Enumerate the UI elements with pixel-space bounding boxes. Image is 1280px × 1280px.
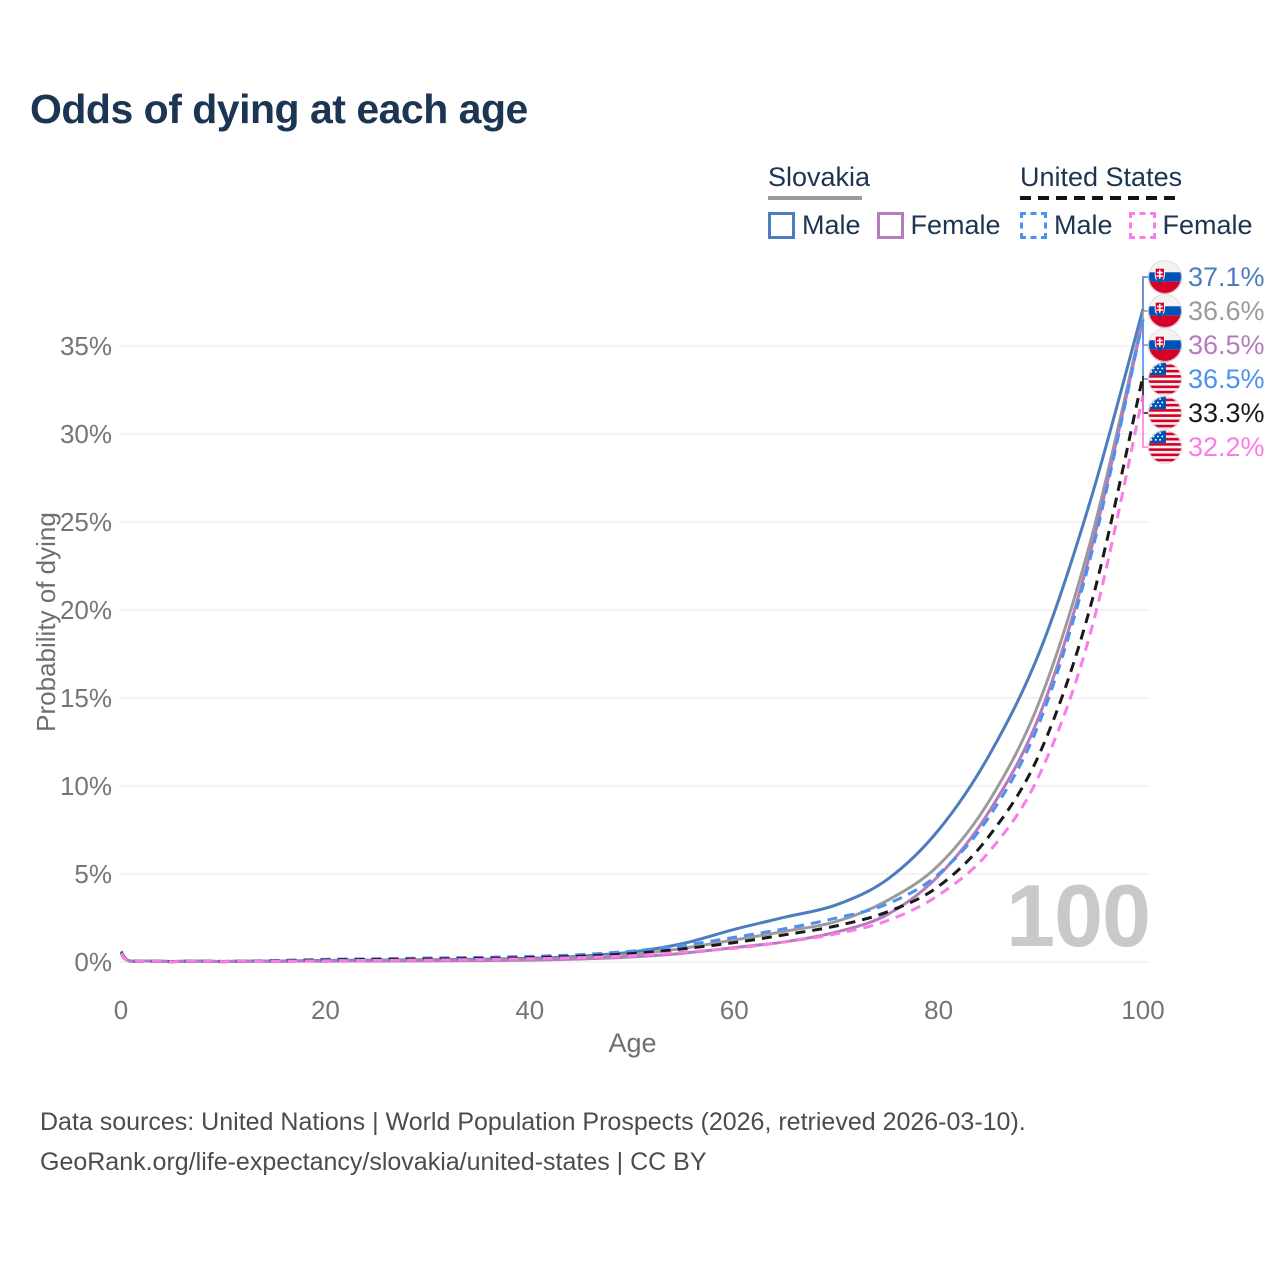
x-tick-label: 100 <box>1121 995 1164 1025</box>
legend-group-slovakia: Slovakia Male Female <box>768 162 1017 241</box>
y-axis-title: Probability of dying <box>31 512 61 732</box>
legend-item-label: Female <box>910 210 1001 240</box>
end-label-slovakia-male: 37.1% <box>1148 260 1265 294</box>
y-tick-label: 0% <box>74 947 112 977</box>
end-value-label: 33.3% <box>1188 397 1265 428</box>
legend-item-slovakia-male[interactable]: Male <box>768 210 861 241</box>
end-value-label: 32.2% <box>1188 431 1265 462</box>
hovered-age-watermark: 100 <box>1006 866 1151 965</box>
series-lines <box>119 308 1145 964</box>
x-tick-label: 0 <box>114 995 128 1025</box>
footer-attribution: GeoRank.org/life-expectancy/slovakia/uni… <box>40 1148 707 1176</box>
page-title: Odds of dying at each age <box>30 86 528 132</box>
slovakia-flag-icon <box>1148 260 1182 294</box>
end-label-connectors <box>1142 276 1148 448</box>
legend-item-us-male[interactable]: Male <box>1020 210 1113 241</box>
end-label-united-states-female: 32.2% <box>1148 430 1265 464</box>
legend-slovakia-underline <box>768 196 862 200</box>
legend-item-label: Male <box>802 210 861 240</box>
y-tick-label: 5% <box>74 859 112 889</box>
y-tick-label: 20% <box>60 595 112 625</box>
x-tick-label: 40 <box>515 995 544 1025</box>
y-tick-label: 10% <box>60 771 112 801</box>
end-value-label: 37.1% <box>1188 261 1265 292</box>
x-axis-tick-labels: 0 20 40 60 80 100 <box>114 995 1165 1025</box>
slovakia-female-swatch-icon <box>876 212 904 239</box>
plot-area[interactable] <box>119 290 1149 964</box>
end-label-slovakia-overall: 36.6% <box>1148 294 1265 328</box>
slovakia-flag-icon <box>1148 294 1182 328</box>
connector-slovakia-male <box>1142 276 1148 309</box>
legend-item-slovakia-female[interactable]: Female <box>876 210 1001 241</box>
end-label-slovakia-female: 36.5% <box>1148 328 1265 362</box>
x-tick-label: 20 <box>311 995 340 1025</box>
series-line-united-states-male <box>119 319 1145 964</box>
legend-item-label: Male <box>1054 210 1113 240</box>
us-flag-icon <box>1148 430 1182 464</box>
us-flag-icon <box>1148 396 1182 430</box>
series-line-united-states-female <box>119 394 1145 964</box>
y-tick-label: 30% <box>60 419 112 449</box>
series-line-united-states-overall <box>119 375 1145 964</box>
end-value-label: 36.6% <box>1188 295 1265 326</box>
line-chart[interactable]: 0% 5% 10% 15% 20% 25% 30% 35% 0 20 40 60 80 100 <box>0 0 1280 1080</box>
end-value-label: 36.5% <box>1188 363 1265 394</box>
y-tick-label: 15% <box>60 683 112 713</box>
y-tick-label: 25% <box>60 507 112 537</box>
slovakia-flag-icon <box>1148 328 1182 362</box>
y-axis-tick-labels: 0% 5% 10% 15% 20% 25% 30% 35% <box>60 331 112 977</box>
us-female-swatch-icon <box>1128 212 1156 239</box>
legend-item-label: Female <box>1162 210 1253 240</box>
legend-group-united-states: United States Male Female <box>1020 162 1269 241</box>
legend-united-states-underline <box>1020 196 1176 200</box>
legend-united-states-label[interactable]: United States <box>1020 162 1183 192</box>
end-label-united-states-male: 36.5% <box>1148 362 1265 396</box>
legend-slovakia-label[interactable]: Slovakia <box>768 162 871 192</box>
us-male-swatch-icon <box>1020 212 1047 239</box>
footer-data-sources: Data sources: United Nations | World Pop… <box>40 1108 1026 1136</box>
x-tick-label: 80 <box>924 995 953 1025</box>
slovakia-male-swatch-icon <box>768 212 795 239</box>
end-value-label: 36.5% <box>1188 329 1265 360</box>
connector-slovakia-overall <box>1142 310 1148 318</box>
legend-item-us-female[interactable]: Female <box>1128 210 1253 241</box>
us-flag-icon <box>1148 362 1182 396</box>
x-tick-label: 60 <box>720 995 749 1025</box>
connector-united-states-female <box>1142 395 1148 448</box>
x-axis-title: Age <box>608 1028 657 1058</box>
end-label-united-states-overall: 33.3% <box>1148 396 1265 430</box>
y-tick-label: 35% <box>60 331 112 361</box>
